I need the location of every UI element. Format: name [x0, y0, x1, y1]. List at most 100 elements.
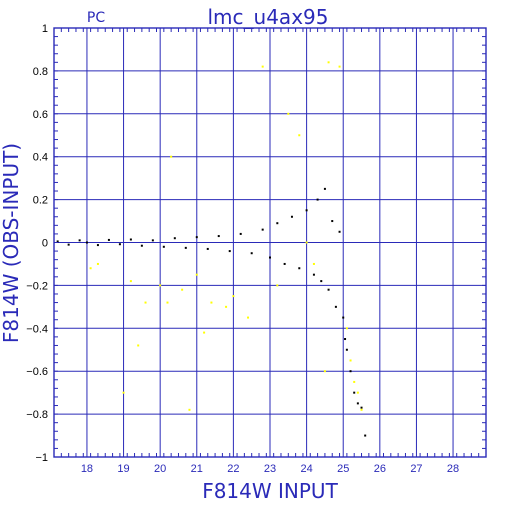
data-point [356, 402, 359, 405]
data-point [85, 241, 88, 244]
y-tick-label: −0.6 [26, 366, 48, 378]
data-point [320, 280, 323, 283]
data-point [323, 370, 326, 373]
data-point [353, 380, 356, 383]
data-point [210, 301, 213, 304]
y-tick-label: 1 [42, 23, 48, 35]
data-point [195, 273, 198, 276]
x-tick-label: 19 [117, 463, 129, 475]
data-point [338, 230, 341, 233]
data-point [184, 246, 187, 249]
data-point [312, 273, 315, 276]
corner-label: PC [87, 10, 105, 26]
data-point [232, 295, 235, 298]
data-point [345, 327, 348, 330]
x-tick-label: 24 [300, 463, 312, 475]
data-point [353, 391, 356, 394]
y-tick-label: 0.2 [33, 195, 48, 207]
data-point [331, 220, 334, 223]
data-point [276, 284, 279, 287]
data-point [338, 65, 341, 68]
data-point [122, 391, 125, 394]
x-tick-label: 23 [264, 463, 276, 475]
data-point [276, 222, 279, 225]
x-tick-label: 21 [191, 463, 203, 475]
x-axis-label: F814W INPUT [202, 479, 338, 503]
data-point [137, 344, 140, 347]
y-axis-label: F814W (OBS-INPUT) [0, 143, 23, 343]
data-point [290, 215, 293, 218]
data-point [312, 262, 315, 265]
x-tick-label: 27 [410, 463, 422, 475]
data-point [170, 155, 173, 158]
y-tick-label: −0.2 [26, 280, 48, 292]
y-tick-label: 0.8 [33, 66, 48, 78]
data-point [261, 228, 264, 231]
x-tick-label: 26 [374, 463, 386, 475]
data-point [181, 288, 184, 291]
data-point [203, 331, 206, 334]
data-point [239, 232, 242, 235]
data-point [360, 406, 363, 409]
data-point [269, 256, 271, 259]
data-point [225, 305, 228, 308]
data-point [334, 305, 337, 308]
y-tick-label: 0 [42, 238, 48, 250]
data-point [129, 238, 132, 241]
data-point [327, 61, 330, 64]
data-point [144, 301, 147, 304]
y-tick-label: 0.4 [33, 152, 48, 164]
data-point [316, 198, 319, 201]
x-tick-label: 18 [81, 463, 93, 475]
data-point [349, 370, 352, 373]
chart-title: lmc_u4ax95 [208, 5, 329, 29]
data-point [228, 250, 231, 253]
data-point [327, 288, 330, 291]
data-point [195, 236, 198, 239]
data-point [356, 391, 359, 394]
data-point [188, 408, 191, 411]
data-point [162, 245, 165, 248]
data-point [166, 301, 169, 304]
y-tick-label: −0.8 [26, 409, 48, 421]
data-point [206, 247, 209, 250]
data-point [298, 134, 301, 137]
y-tick-label: −0.4 [26, 323, 48, 335]
data-point [129, 280, 132, 283]
x-tick-label: 28 [447, 463, 459, 475]
data-point [344, 338, 347, 341]
data-point [118, 243, 121, 246]
data-point [283, 262, 286, 265]
data-point [261, 65, 264, 68]
y-tick-label: 0.6 [33, 109, 48, 121]
data-point [305, 209, 308, 212]
data-point [151, 239, 154, 242]
data-point [159, 284, 162, 287]
y-tick-label: −1 [35, 452, 48, 464]
data-point [56, 240, 59, 243]
data-point [287, 112, 290, 115]
data-point [96, 262, 99, 265]
grid-lines [54, 27, 486, 458]
data-point [96, 244, 99, 247]
data-point [323, 187, 326, 190]
data-point [107, 238, 110, 241]
data-points [56, 61, 367, 437]
x-tick-label: 20 [154, 463, 166, 475]
data-point [217, 235, 220, 238]
data-point [298, 267, 301, 270]
data-point [345, 348, 348, 351]
data-point [78, 239, 81, 242]
data-point [67, 243, 70, 246]
ticks: 18 19 20 21 22 23 24 25 26 27 28 −1 −0.8 −0.6 −0.4 −0.2… [26, 23, 487, 475]
data-point [364, 434, 367, 437]
data-point [89, 267, 92, 270]
data-point [360, 408, 363, 411]
data-point [305, 241, 308, 244]
data-point [349, 359, 352, 362]
data-point [173, 237, 176, 240]
data-point [247, 316, 250, 319]
data-point [140, 244, 143, 247]
data-point [342, 316, 345, 319]
